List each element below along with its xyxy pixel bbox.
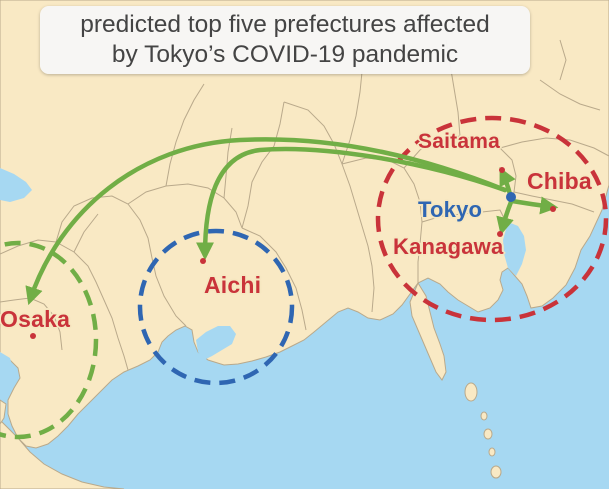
- label-kanagawa: Kanagawa: [393, 234, 504, 259]
- osaka-region-circle: [0, 240, 99, 440]
- arrow-tokyo-to-chiba: [509, 196, 559, 215]
- title-line-1: predicted top five prefectures affected: [80, 11, 490, 38]
- arrow-tokyo-to-osaka: [25, 137, 508, 306]
- land-izu: [409, 281, 447, 381]
- city-dots: [30, 167, 556, 339]
- western-coast-sea: [0, 168, 32, 202]
- osaka-dot: [30, 333, 36, 339]
- arrow-tokyo-to-aichi: [196, 146, 508, 261]
- arrow-tokyo-to-kanagawa: [496, 199, 514, 236]
- aichi-dot: [200, 258, 206, 264]
- izu-islands: [464, 382, 502, 479]
- kanagawa-dot: [497, 231, 503, 237]
- title-line-2: by Tokyo’s COVID-19 pandemic: [111, 41, 459, 68]
- label-osaka: Osaka: [0, 306, 71, 332]
- land-honshu: [0, 0, 609, 449]
- tokyo-dot: [506, 192, 516, 202]
- awaji-island: [0, 399, 7, 425]
- tokyo-region-circle: [375, 115, 609, 323]
- land-kii: [0, 419, 125, 489]
- label-chiba: Chiba: [527, 168, 592, 194]
- chiba-dot: [550, 206, 556, 212]
- ise-bay: [196, 326, 236, 360]
- tokyo-bay: [503, 222, 526, 276]
- osaka-bay: [0, 352, 14, 392]
- aichi-region-circle: [137, 228, 295, 386]
- saitama-dot: [499, 167, 505, 173]
- title-box: predicted top five prefectures affected …: [40, 6, 530, 74]
- label-tokyo: Tokyo: [418, 197, 483, 222]
- label-aichi: Aichi: [204, 272, 262, 298]
- label-saitama: Saitama: [418, 130, 500, 153]
